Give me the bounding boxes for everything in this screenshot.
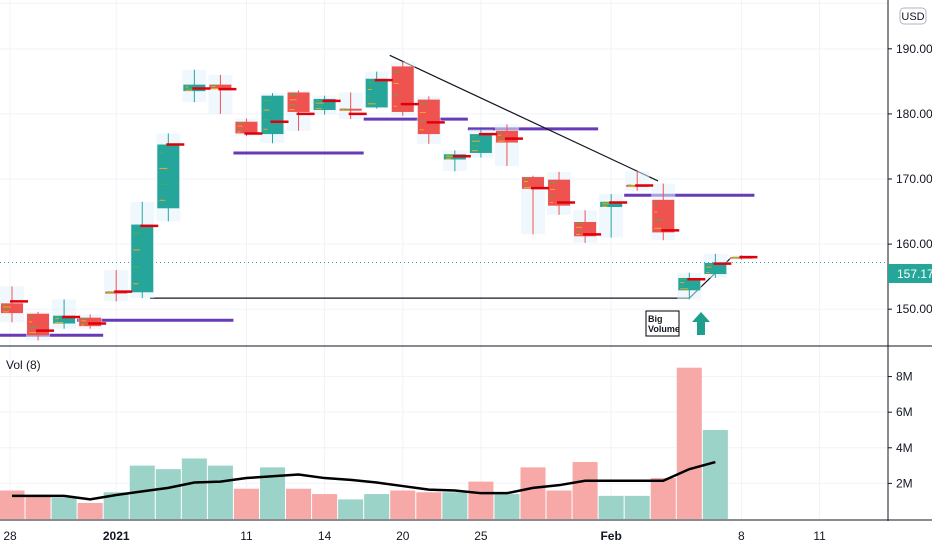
volume-pane-label: Vol (8): [6, 358, 41, 372]
volume-bar: [572, 462, 598, 519]
volume-bar: [312, 494, 338, 519]
candle-body: [235, 121, 258, 134]
time-tick-label: 20: [396, 529, 410, 543]
candle-body: [495, 130, 518, 143]
volume-bar: [520, 467, 546, 519]
volume-bar: [233, 488, 259, 519]
price-tick-label: 170.00: [896, 172, 932, 186]
volume-bar: [650, 478, 676, 519]
volume-tick-label: 2M: [896, 476, 913, 490]
candle-body: [209, 84, 232, 90]
candle-body: [678, 277, 701, 291]
volume-bars: [0, 367, 728, 519]
candle-body: [313, 98, 336, 111]
candle-body: [469, 134, 492, 153]
volume-bar: [442, 492, 468, 519]
volume-bar: [286, 488, 312, 519]
volume-bar: [338, 499, 364, 519]
candle-body: [391, 66, 414, 112]
volume-bar: [598, 495, 624, 519]
currency-label: USD: [901, 11, 924, 23]
candle-body: [287, 92, 310, 112]
volume-bar: [702, 429, 728, 519]
time-tick-label: 14: [318, 529, 332, 543]
candle-body: [79, 317, 102, 327]
big-volume-annotation[interactable]: Big Volume: [645, 310, 680, 337]
volume-bar: [77, 502, 103, 519]
volume-bar: [546, 490, 572, 519]
time-tick-label: 2021: [103, 529, 130, 543]
annotation-line1: Big: [648, 314, 663, 324]
candle-body: [652, 199, 675, 233]
time-tick-label: 11: [240, 529, 253, 543]
volume-tick-label: 8M: [896, 370, 913, 384]
annotation-line2: Volume: [648, 324, 680, 334]
time-tick-label: 25: [474, 529, 488, 543]
volume-bar: [207, 465, 233, 519]
volume-bar: [51, 497, 77, 519]
volume-tick-label: 6M: [896, 405, 913, 419]
volume-bar: [25, 494, 51, 519]
candle-body: [27, 313, 50, 336]
candle-body: [548, 179, 571, 206]
volume-tick-label: 4M: [896, 441, 913, 455]
volume-ma-line: [12, 460, 716, 501]
candle-body: [157, 144, 180, 209]
volume-bar: [416, 492, 442, 519]
volume-bar: [181, 458, 207, 519]
price-tick-label: 160.00: [896, 237, 932, 251]
poc-markers: [10, 78, 758, 332]
time-tick-label: 8: [738, 529, 745, 543]
price-tick-label: 150.00: [896, 302, 932, 316]
candle-body: [574, 221, 597, 237]
volume-bar: [364, 494, 390, 519]
candle-body: [365, 78, 388, 108]
current-price-text: 157.17: [897, 267, 932, 281]
level-lines: [0, 117, 755, 337]
volume-bar: [468, 481, 494, 519]
volume-bar: [676, 367, 702, 519]
candle-body: [600, 201, 623, 207]
candle-body: [522, 177, 544, 189]
trendline: [389, 54, 659, 182]
volume-bar: [155, 469, 181, 519]
current-price-badge: 157.17: [888, 264, 932, 283]
price-tick-label: 180.00: [896, 107, 932, 121]
price-tick-label: 190.00: [896, 42, 932, 56]
currency-badge[interactable]: USD: [899, 7, 927, 25]
time-tick-label: 11: [813, 529, 826, 543]
time-tick-label: 28: [3, 529, 17, 543]
candle-body: [1, 303, 23, 314]
candle-body: [131, 224, 154, 293]
candle-body: [417, 99, 440, 135]
time-tick-label: Feb: [600, 529, 621, 543]
volume-bar: [624, 495, 650, 519]
volume-bar: [390, 490, 416, 519]
candle-body: [704, 262, 727, 275]
candle-body: [261, 95, 284, 135]
up-arrow-icon: [692, 312, 710, 335]
volume-bar: [494, 494, 520, 519]
candle-body: [339, 108, 362, 111]
candle-body: [53, 315, 76, 324]
